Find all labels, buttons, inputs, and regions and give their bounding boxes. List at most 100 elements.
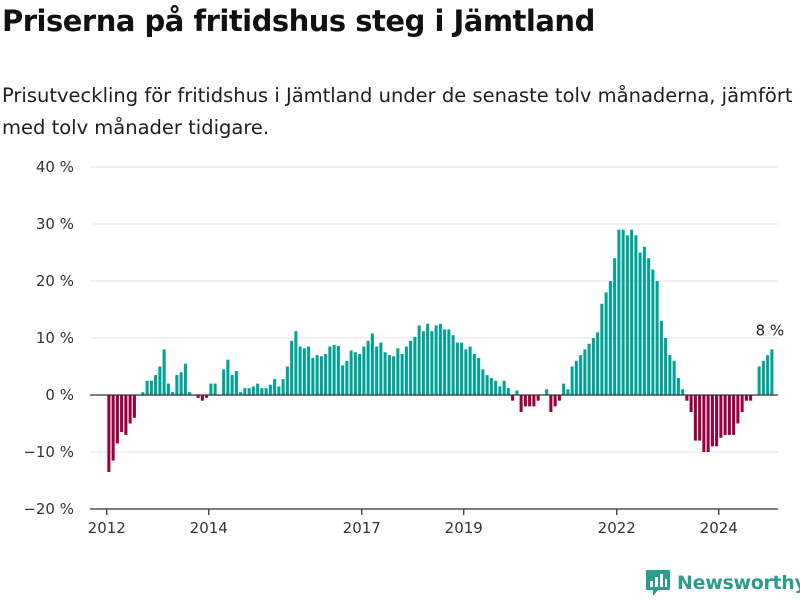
- bar: [311, 357, 315, 395]
- y-tick-label: 10 %: [36, 329, 74, 347]
- bar: [579, 355, 583, 395]
- bar: [387, 355, 391, 395]
- bar: [702, 395, 706, 452]
- bar: [719, 395, 723, 438]
- bar: [200, 395, 204, 401]
- bar: [353, 352, 357, 395]
- bar: [120, 395, 124, 433]
- bar: [651, 269, 655, 395]
- bar: [570, 366, 574, 395]
- bar: [523, 395, 527, 407]
- bar: [710, 395, 714, 447]
- bar: [634, 235, 638, 395]
- bar: [162, 349, 166, 395]
- y-tick-label: 20 %: [36, 272, 74, 290]
- bar: [596, 332, 600, 395]
- bar: [528, 395, 532, 407]
- bar: [268, 384, 272, 395]
- bar: [307, 346, 311, 395]
- bar: [196, 395, 200, 398]
- bar: [553, 395, 557, 407]
- bar: [413, 336, 417, 395]
- bar: [158, 366, 162, 395]
- bar: [396, 348, 400, 395]
- bar: [608, 281, 612, 395]
- bar: [430, 331, 434, 395]
- y-tick-label: 0 %: [45, 386, 74, 404]
- bar: [485, 375, 489, 395]
- bar: [447, 329, 451, 395]
- bars: [107, 229, 774, 472]
- bar: [332, 344, 336, 395]
- bar: [260, 388, 264, 395]
- x-tick-label: 2012: [88, 519, 126, 537]
- brand-name: Newsworthy: [677, 572, 800, 594]
- bar: [715, 395, 719, 447]
- bar: [421, 331, 425, 395]
- bar: [732, 395, 736, 435]
- bar: [128, 395, 132, 424]
- bar: [264, 388, 268, 395]
- bar: [515, 390, 519, 395]
- bar: [532, 395, 536, 407]
- bar: [736, 395, 740, 424]
- bar: [630, 229, 634, 395]
- bar: [481, 369, 485, 395]
- bar: [379, 342, 383, 395]
- bar: [145, 380, 149, 395]
- bar: [642, 246, 646, 395]
- bar: [519, 395, 523, 413]
- y-tick-label: 40 %: [36, 158, 74, 176]
- bar: [638, 252, 642, 395]
- bar: [770, 349, 774, 395]
- bar: [349, 350, 353, 395]
- bar: [621, 229, 625, 395]
- bar: [647, 258, 651, 395]
- bar: [723, 395, 727, 435]
- axes: [90, 394, 778, 515]
- bar: [693, 395, 697, 441]
- bar: [506, 388, 510, 395]
- bar: [676, 377, 680, 395]
- bar: [455, 342, 459, 395]
- labels: −20 % −10 % 0 % 10 % 20 % 30 % 40 % 2012 2014 201…: [23, 158, 784, 537]
- bar: [613, 258, 617, 395]
- bar: [434, 325, 438, 395]
- bar: [345, 360, 349, 395]
- chart-subtitle: Prisutveckling för fritidshus i Jämtland…: [2, 84, 793, 139]
- bar: [302, 348, 306, 395]
- bar: [464, 349, 468, 395]
- x-tick-label: 2024: [700, 519, 738, 537]
- bar: [362, 346, 366, 395]
- bar: [188, 392, 192, 395]
- bar: [562, 383, 566, 395]
- bar: [226, 359, 230, 395]
- bar: [370, 333, 374, 395]
- bar: [290, 340, 294, 395]
- bar: [183, 363, 187, 395]
- bar: [477, 357, 481, 395]
- bar: [625, 235, 629, 395]
- bar: [154, 375, 158, 395]
- bar: [744, 395, 748, 401]
- bar: [698, 395, 702, 441]
- bar: [409, 340, 413, 395]
- bar: [545, 389, 549, 395]
- bar: [604, 292, 608, 395]
- y-tick-label: 30 %: [36, 215, 74, 233]
- bar: [706, 395, 710, 452]
- bar: [617, 229, 621, 395]
- bar: [404, 346, 408, 395]
- bar: [243, 388, 247, 395]
- bar: [256, 383, 260, 395]
- bar: [171, 392, 175, 395]
- bar: [166, 383, 170, 395]
- bar: [328, 346, 332, 395]
- bar: [574, 360, 578, 395]
- bar: [400, 353, 404, 395]
- x-tick-label: 2014: [190, 519, 228, 537]
- bar: [468, 346, 472, 395]
- bar: [213, 383, 217, 395]
- bar: [175, 375, 179, 395]
- bar: [583, 349, 587, 395]
